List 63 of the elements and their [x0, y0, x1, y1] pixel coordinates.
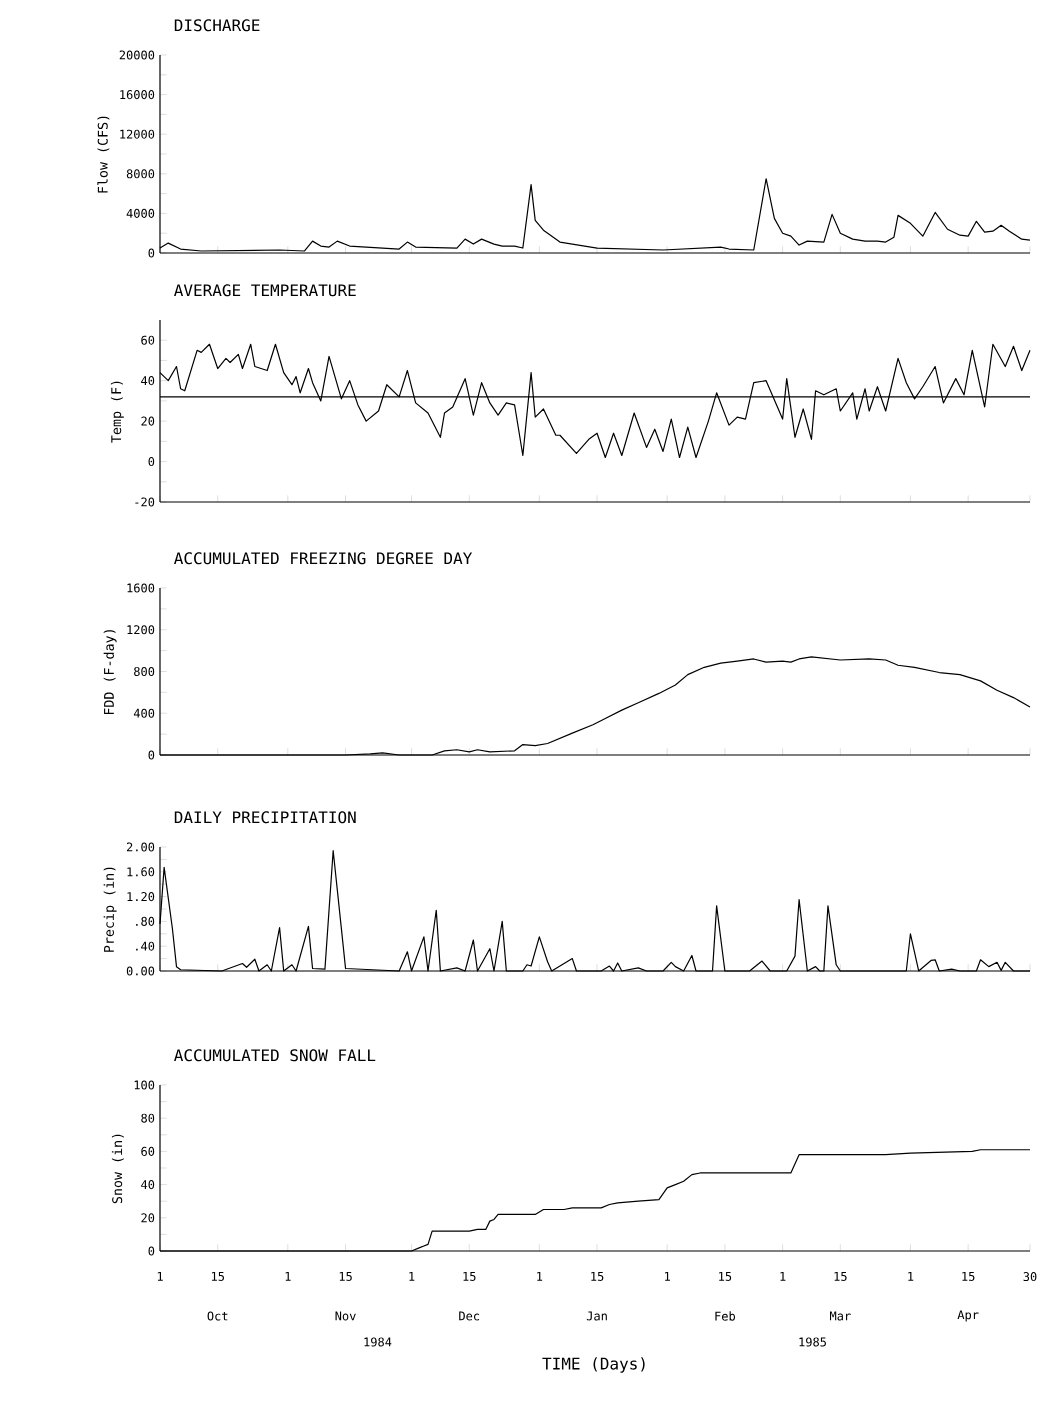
y-axis-title: Flow (CFS) [97, 116, 110, 193]
y-tick-label: 800 [134, 666, 155, 677]
x-axis-title: TIME (Days) [542, 1357, 645, 1373]
y-tick-label: .80 [136, 916, 155, 926]
text: Feb [715, 1311, 736, 1321]
text: 1985 [799, 1337, 826, 1347]
y-tick-label: 1.20 [127, 892, 155, 902]
y-tick-label: -20 [135, 497, 155, 507]
y-tick-label: 0 [148, 1246, 155, 1256]
y-tick-label: 20000 [119, 50, 155, 60]
text: Apr [957, 1310, 979, 1322]
x-tick-label: 1 [908, 1272, 914, 1281]
x-tick-label: 1 [780, 1272, 786, 1281]
y-tick-label: 1600 [127, 583, 155, 593]
y-tick-label: 0.00 [126, 966, 155, 976]
x-tick-label: 15 [719, 1272, 732, 1281]
y-tick-label: 1200 [127, 625, 155, 635]
x-tick-label: 30 [1023, 1272, 1037, 1282]
text: Jan [586, 1311, 607, 1321]
y-tick-label: 40 [141, 1180, 155, 1190]
x-tick-label: 15 [463, 1272, 476, 1281]
y-axis-title: Precip (in) [103, 867, 117, 952]
y-tick-label: 60 [141, 335, 155, 345]
chart-title: AVERAGE TEMPERATURE [174, 284, 356, 297]
y-tick-label: 20 [141, 416, 155, 426]
y-axis-title: Temp (F) [110, 381, 124, 443]
x-tick-label: 1 [664, 1272, 670, 1281]
y-tick-label: 12000 [120, 129, 155, 139]
chart-title: ACCUMULATED SNOW FALL [174, 1049, 376, 1062]
y-tick-label: 16000 [120, 90, 155, 100]
chart-title: ACCUMULATED FREEZING DEGREE DAY [174, 552, 473, 565]
y-tick-label: 2.00 [126, 842, 155, 852]
x-tick-label: 15 [339, 1272, 352, 1281]
x-tick-label: 15 [962, 1272, 975, 1281]
y-tick-label: 100 [134, 1080, 155, 1090]
y-tick-label: 0 [148, 750, 155, 760]
chart-title: DAILY PRECIPITATION [174, 811, 356, 824]
chart-title: DISCHARGE [174, 19, 260, 32]
text: Nov [335, 1311, 356, 1321]
y-tick-label: .40 [136, 941, 155, 951]
x-tick-label: 1 [409, 1272, 415, 1281]
y-tick-label: 8000 [126, 169, 155, 179]
y-tick-label: 4000 [126, 208, 155, 218]
x-tick-label: 15 [834, 1272, 847, 1281]
x-tick-label: 15 [591, 1272, 604, 1281]
y-axis-title: FDD (F-day) [103, 630, 117, 715]
x-tick-label: 1 [157, 1272, 163, 1281]
y-tick-label: 40 [141, 376, 155, 386]
text: Mar [829, 1311, 851, 1321]
x-tick-label: 15 [211, 1272, 224, 1281]
text: Dec [459, 1311, 480, 1321]
y-tick-label: 0 [148, 457, 155, 467]
y-tick-label: 60 [141, 1146, 155, 1156]
x-tick-label: 1 [285, 1272, 291, 1281]
x-tick-label: 1 [537, 1272, 543, 1281]
y-tick-label: 80 [141, 1113, 155, 1123]
text: Oct [207, 1311, 228, 1321]
y-tick-label: 400 [133, 708, 155, 718]
y-axis-title: Snow (in) [111, 1134, 124, 1204]
y-tick-label: 20 [141, 1213, 155, 1223]
y-tick-label: 1.60 [127, 867, 155, 877]
y-tick-label: 0 [148, 248, 155, 258]
text: 1984 [364, 1337, 392, 1347]
